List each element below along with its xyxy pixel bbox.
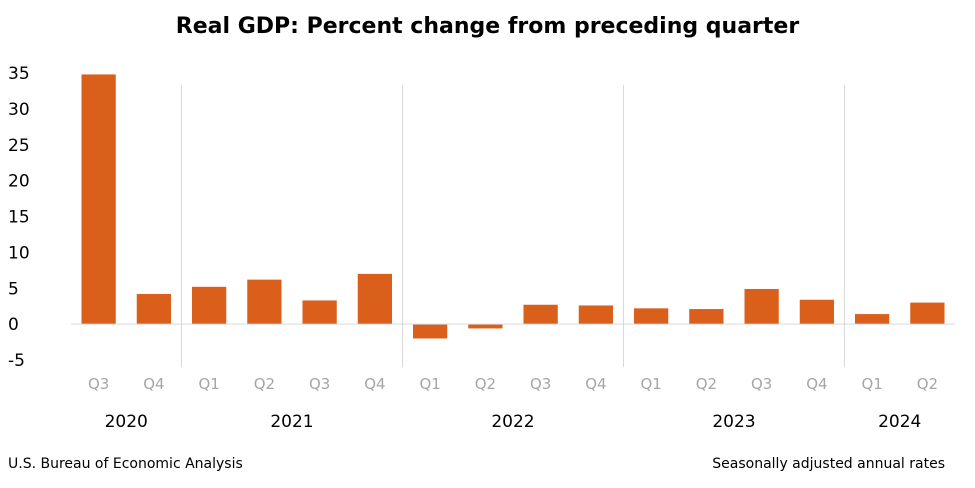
- quarter-label: Q3: [530, 375, 551, 393]
- bar: [523, 304, 558, 325]
- quarter-label: Q2: [917, 375, 938, 393]
- y-tick-label: 30: [8, 100, 30, 120]
- bar: [357, 273, 393, 325]
- quarter-label: Q2: [475, 375, 496, 393]
- year-label: 2024: [878, 412, 921, 432]
- quarter-label: Q3: [88, 375, 109, 393]
- quarter-label: Q4: [585, 375, 606, 393]
- year-label: 2021: [270, 412, 313, 432]
- quarter-label: Q2: [696, 375, 717, 393]
- bar: [136, 293, 172, 325]
- year-label: 2023: [712, 412, 755, 432]
- quarter-label: Q3: [751, 375, 772, 393]
- year-label: 2020: [105, 412, 148, 432]
- rates-note: Seasonally adjusted annual rates: [712, 456, 945, 472]
- bar: [191, 286, 227, 325]
- quarter-label: Q3: [309, 375, 330, 393]
- quarter-label: Q4: [806, 375, 827, 393]
- quarter-label: Q1: [419, 375, 440, 393]
- bar: [468, 324, 503, 329]
- quarter-label: Q1: [198, 375, 219, 393]
- quarter-label: Q4: [143, 375, 164, 393]
- bar: [81, 74, 116, 325]
- y-tick-label: 15: [8, 208, 30, 228]
- bar: [302, 300, 337, 325]
- y-tick-label: 10: [8, 243, 30, 263]
- bar: [412, 324, 448, 339]
- y-tick-label: 35: [8, 64, 30, 84]
- quarter-label: Q1: [640, 375, 661, 393]
- y-tick-label: 0: [8, 315, 19, 335]
- y-tick-label: -5: [8, 351, 25, 371]
- bar: [247, 279, 282, 325]
- quarter-label: Q1: [861, 375, 882, 393]
- bar: [854, 314, 890, 325]
- year-label: 2022: [491, 412, 534, 432]
- y-tick-label: 5: [8, 279, 19, 299]
- quarter-label: Q2: [254, 375, 275, 393]
- bar: [799, 299, 835, 325]
- y-tick-label: 25: [8, 136, 30, 156]
- chart-title: Real GDP: Percent change from preceding …: [175, 14, 800, 39]
- bar: [910, 302, 945, 325]
- bar: [689, 309, 724, 325]
- bar: [633, 308, 669, 325]
- bar: [578, 305, 614, 325]
- quarter-label: Q4: [364, 375, 385, 393]
- source-note: U.S. Bureau of Economic Analysis: [8, 456, 243, 472]
- bar: [744, 288, 779, 325]
- y-tick-label: 20: [8, 172, 30, 192]
